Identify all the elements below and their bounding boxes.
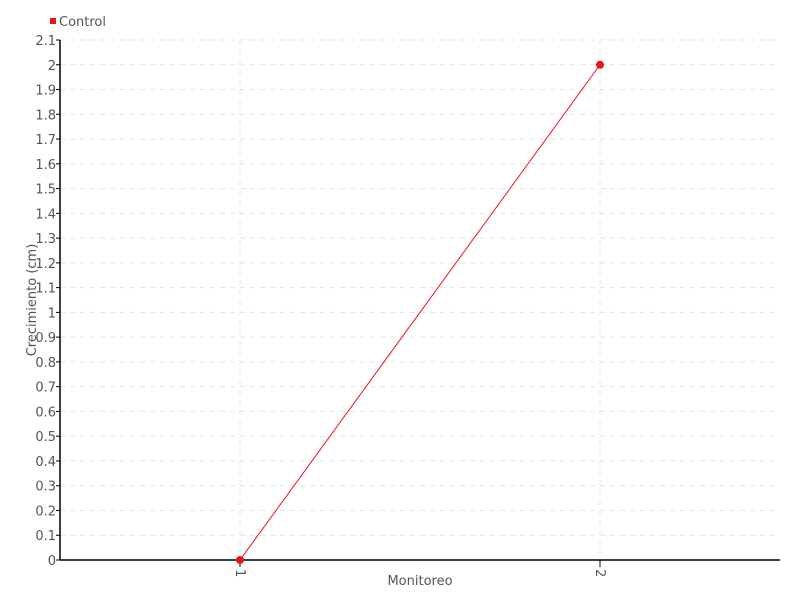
y-tick-label: 0.6 (35, 405, 56, 420)
data-point (596, 60, 604, 69)
y-tick-label: 1.4 (35, 207, 56, 222)
y-ticks: 0 0.1 0.2 0.3 0.4 0.5 0.6 0.7 0.8 0.9 1 1.1 1.2 1.3 1.… (35, 34, 60, 569)
y-tick-label: 1.6 (35, 158, 56, 173)
x-axis-label: Monitoreo (387, 574, 452, 589)
x-tick-label: 1 (232, 569, 247, 577)
y-axis-label: Crecimiento (cm) (25, 244, 40, 357)
y-tick-label: 1.2 (35, 257, 56, 272)
y-tick-label: 1.8 (35, 108, 56, 123)
legend[interactable]: Control (50, 15, 106, 30)
y-tick-label: 1.1 (35, 282, 56, 297)
y-tick-label: 0.1 (35, 529, 56, 544)
y-tick-label: 0.8 (35, 356, 56, 371)
y-tick-label: 1.3 (35, 232, 56, 247)
y-tick-label: 0 (48, 554, 56, 569)
y-tick-label: 0.7 (35, 381, 56, 396)
y-tick-label: 1 (48, 306, 56, 321)
grid (60, 39, 780, 560)
y-tick-label: 0.4 (35, 455, 56, 470)
x-tick-label: 2 (592, 569, 607, 577)
y-tick-label: 0.2 (35, 504, 56, 519)
y-tick-label: 2.1 (35, 34, 56, 49)
y-tick-label: 0.9 (35, 331, 56, 346)
data-point (236, 556, 244, 564)
y-tick-label: 1.9 (35, 84, 56, 99)
y-tick-label: 2 (48, 59, 56, 74)
legend-label: Control (59, 15, 106, 30)
y-tick-label: 1.5 (35, 183, 56, 198)
series-line (239, 64, 601, 561)
series (236, 60, 604, 564)
legend-marker (50, 18, 56, 24)
y-tick-label: 0.5 (35, 430, 56, 445)
y-tick-label: 1.7 (35, 133, 56, 148)
y-tick-label: 0.3 (35, 480, 56, 495)
